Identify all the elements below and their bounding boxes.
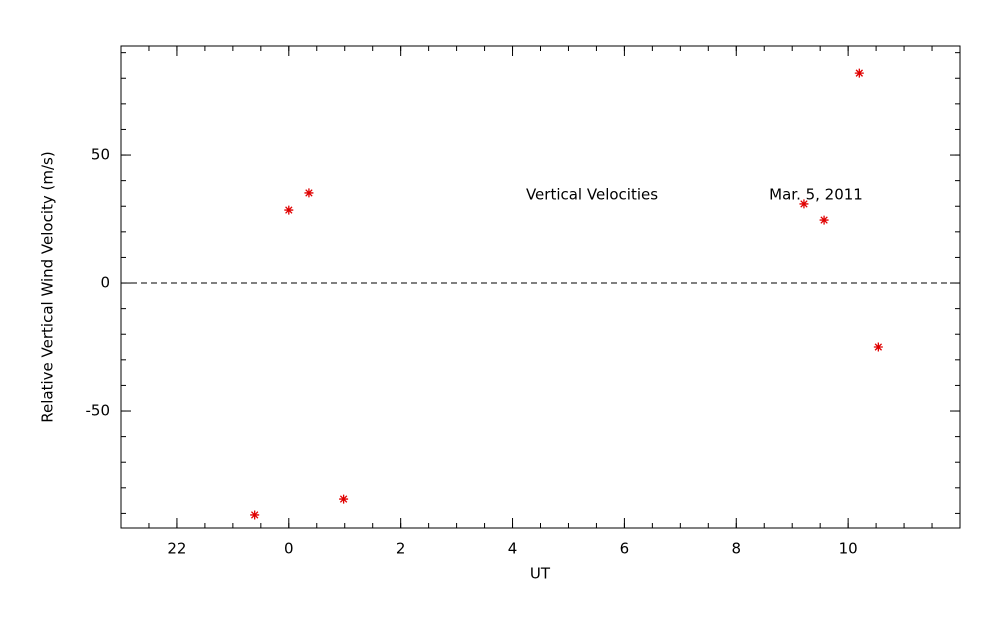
point	[799, 199, 809, 209]
y-tick-label: 0	[100, 274, 110, 292]
y-axis-label: Relative Vertical Wind Velocity (m/s)	[39, 151, 57, 422]
x-tick-label: 22	[167, 540, 186, 558]
point	[339, 494, 349, 504]
point	[304, 188, 314, 198]
annotation: Mar. 5, 2011	[769, 186, 863, 204]
point	[250, 510, 260, 520]
x-tick-label: 2	[396, 540, 406, 558]
y-tick-label: 50	[91, 146, 110, 164]
point	[819, 215, 829, 225]
x-tick-label: 4	[508, 540, 518, 558]
point	[854, 68, 864, 78]
x-tick-label: 10	[839, 540, 858, 558]
x-tick-label: 6	[620, 540, 630, 558]
x-axis-label: UT	[530, 565, 551, 583]
annotation: Vertical Velocities	[526, 186, 658, 204]
point	[284, 205, 294, 215]
x-tick-label: 8	[731, 540, 741, 558]
point	[873, 342, 883, 352]
y-tick-label: -50	[86, 402, 111, 420]
x-tick-label: 0	[284, 540, 294, 558]
